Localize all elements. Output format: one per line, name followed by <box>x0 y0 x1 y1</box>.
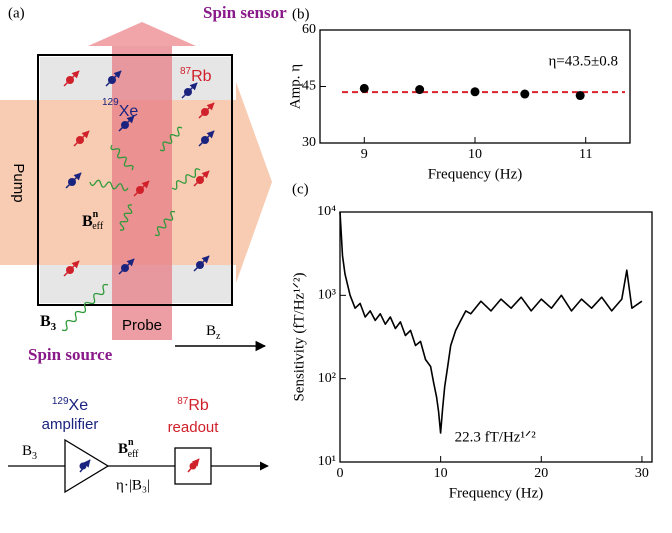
min-annotation: 22.3 fT/Hz¹ᐟ² <box>455 429 537 445</box>
bz-label: Bz <box>206 323 221 342</box>
y-tick-label: 45 <box>302 79 316 94</box>
point <box>359 83 369 93</box>
beff-label: Bn eff <box>118 437 139 460</box>
point <box>575 91 585 101</box>
sub: eff <box>128 449 140 460</box>
x-axis-label: Frequency (Hz) <box>428 166 523 182</box>
interaction-wave <box>154 210 176 237</box>
x-tick-label: 10 <box>468 147 482 162</box>
sub: 3 <box>32 451 37 462</box>
x-tick-label: 20 <box>534 466 548 481</box>
interaction-wave <box>61 283 109 332</box>
y-tick-label: 10¹ <box>318 454 336 469</box>
rb-label: 87Rb <box>180 66 212 86</box>
chart: (b) 9 10 11 30 45 60 Frequency (Hz) Amp. η η=43.5… <box>287 6 631 182</box>
b3-label: B3 <box>22 443 37 462</box>
spectrum-line <box>339 211 643 434</box>
probe-arrowhead <box>88 22 196 46</box>
spin <box>79 459 91 473</box>
interaction-wave <box>159 126 183 152</box>
spin <box>63 70 80 87</box>
probe-label: Probe <box>122 317 162 334</box>
spin <box>193 170 210 187</box>
sub: 3 <box>51 321 57 333</box>
mass: 129 <box>102 97 119 108</box>
mass: 87 <box>177 396 189 407</box>
spin <box>118 115 135 132</box>
sup: n <box>93 209 99 220</box>
interaction-wave <box>110 144 134 171</box>
spin <box>118 258 135 275</box>
panel-label: (c) <box>292 181 309 197</box>
spin <box>105 70 122 87</box>
plot-frame <box>319 29 631 144</box>
point <box>520 89 530 99</box>
x-axis-label: Frequency (Hz) <box>449 485 544 501</box>
sensor-label: Spin sensor <box>203 3 287 22</box>
y-tick-label: 60 <box>302 22 316 37</box>
symbol: Xe <box>69 397 89 414</box>
x-tick-label: 9 <box>361 147 368 162</box>
spin <box>133 180 150 197</box>
spin <box>187 458 200 473</box>
base: B <box>206 323 216 339</box>
symbol: Rb <box>191 68 212 85</box>
panel-label: (a) <box>8 5 25 21</box>
y-tick-label: 10³ <box>318 288 336 303</box>
sub: eff <box>92 221 104 232</box>
y-tick-label: 10⁴ <box>317 204 336 219</box>
pump-label: Pump <box>10 163 27 202</box>
source-label: Spin source <box>28 345 113 364</box>
spin <box>65 172 82 189</box>
point <box>415 85 425 95</box>
x-tick-label: 11 <box>579 147 592 162</box>
x-tick-label: 30 <box>635 466 649 481</box>
y-tick-label: 30 <box>302 135 316 150</box>
spin <box>198 130 215 147</box>
spin <box>198 102 215 119</box>
pump-arrowhead <box>236 82 272 283</box>
symbol: Xe <box>119 103 139 120</box>
mass: 129 <box>52 396 69 407</box>
b3-label: B3 <box>40 313 57 333</box>
gain-label: η·|B₃| <box>116 477 150 493</box>
diagram: (a) Spin sensor Spin source 87Rb 129Xe P… <box>0 3 287 493</box>
interaction-wave <box>89 179 129 192</box>
base: B <box>118 441 128 457</box>
point <box>470 87 480 97</box>
x-tick-label: 10 <box>434 466 448 481</box>
mass: 87 <box>180 66 192 77</box>
beff-label: Bn eff <box>82 209 104 232</box>
plot-frame <box>339 211 653 463</box>
base: B <box>40 313 51 330</box>
base: B <box>22 443 32 459</box>
symbol: Rb <box>188 397 209 414</box>
sub: z <box>216 331 221 342</box>
y-axis-label: Sensitivity (fT/Hz¹ᐟ²) <box>291 272 307 401</box>
spin <box>193 255 210 272</box>
interaction-wave <box>171 168 201 190</box>
y-tick-label: 10² <box>318 371 336 386</box>
readout-label: readout <box>168 419 220 436</box>
sup: n <box>128 437 134 448</box>
x-tick-label: 0 <box>337 466 344 481</box>
xe-label: 129Xe <box>52 396 88 415</box>
panel-label: (b) <box>292 6 310 22</box>
base: B <box>82 213 93 230</box>
amplifier-label: amplifier <box>42 416 99 433</box>
chart: (c) 0 10 20 30 10¹ 10² 10³ 10⁴ Frequency (Hz) Sens… <box>291 181 653 501</box>
interaction-wave <box>119 204 133 231</box>
spin <box>63 260 80 277</box>
rb-label: 87Rb <box>177 396 209 415</box>
fit-annotation: η=43.5±0.8 <box>548 53 618 69</box>
y-axis-label: Amp. η <box>287 64 303 110</box>
spin <box>181 82 198 99</box>
spin <box>73 130 90 147</box>
vapor-cell <box>37 54 233 306</box>
